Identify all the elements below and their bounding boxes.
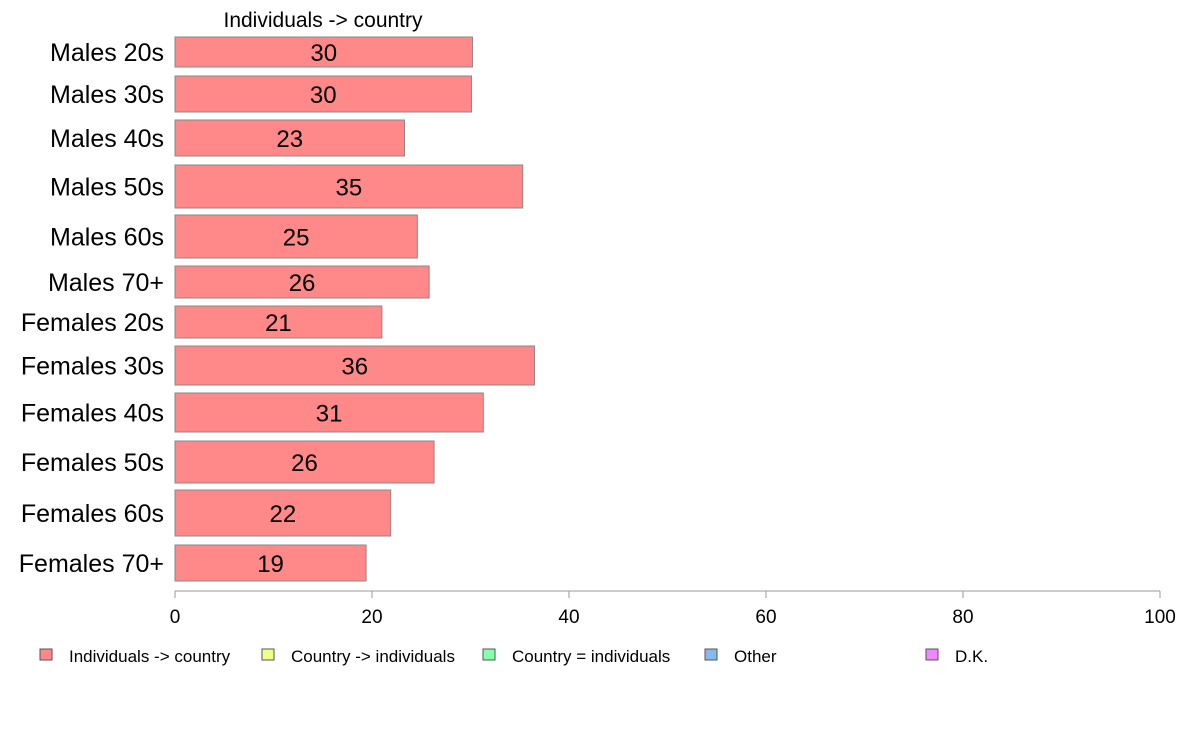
- bar: [174, 214, 418, 259]
- legend-swatch: [39, 648, 53, 661]
- category-label: Females 40s: [21, 400, 164, 428]
- bar-value-label: 30: [310, 40, 337, 67]
- x-tick-label: 0: [170, 607, 181, 628]
- category-label: Females 60s: [21, 500, 164, 528]
- legend-swatch: [925, 648, 939, 661]
- category-label: Males 40s: [50, 125, 164, 153]
- legend-label: Individuals -> country: [69, 647, 231, 666]
- category-label: Males 30s: [50, 81, 164, 109]
- category-label: Females 20s: [21, 309, 164, 337]
- x-tick-label: 40: [558, 607, 579, 628]
- bar-value-label: 22: [270, 501, 297, 528]
- bar-value-label: 25: [283, 225, 310, 252]
- bar-value-label: 35: [336, 175, 363, 202]
- category-label: Females 30s: [21, 353, 164, 381]
- x-tick-label: 20: [361, 607, 382, 628]
- legend-label: Country = individuals: [512, 647, 670, 666]
- x-tick-label: 80: [952, 607, 973, 628]
- x-tick-label: 100: [1144, 607, 1176, 628]
- category-label: Males 70+: [48, 269, 164, 297]
- bar: [174, 440, 435, 484]
- bar: [174, 265, 430, 299]
- bar-value-label: 23: [276, 126, 303, 153]
- legend-swatch: [482, 648, 496, 661]
- bar: [174, 305, 383, 339]
- legend-label: D.K.: [955, 647, 988, 666]
- legend-label: Country -> individuals: [291, 647, 455, 666]
- category-label: Females 50s: [21, 449, 164, 477]
- category-label: Females 70+: [19, 550, 164, 578]
- bar: [174, 119, 406, 157]
- legend: Individuals -> country Country -> individ…: [39, 647, 988, 666]
- legend-swatch: [261, 648, 275, 661]
- chart-title: Individuals -> country: [223, 9, 423, 32]
- bar-value-label: 31: [316, 401, 343, 428]
- bar-value-label: 26: [291, 450, 318, 477]
- bar: [174, 392, 484, 433]
- bar: [174, 489, 392, 537]
- bar: [174, 36, 473, 68]
- bar-value-label: 30: [310, 82, 337, 109]
- legend-swatch: [704, 648, 718, 661]
- bar-value-label: 21: [265, 310, 292, 337]
- bars-group: Males 20s 30 Males 30s 30 Males 40s 23 Males 5…: [19, 36, 536, 582]
- bar-value-label: 26: [289, 270, 316, 297]
- bar-value-label: 19: [257, 551, 284, 578]
- bar: [174, 164, 524, 209]
- category-label: Males 60s: [50, 224, 164, 252]
- x-axis: 0 20 40 60 80 100: [170, 590, 1176, 628]
- bar: [174, 75, 472, 113]
- category-label: Males 20s: [50, 39, 164, 67]
- x-tick-label: 60: [755, 607, 776, 628]
- legend-label: Other: [734, 647, 777, 666]
- bar-value-label: 36: [341, 354, 368, 381]
- bar: [174, 345, 536, 386]
- category-label: Males 50s: [50, 174, 164, 202]
- bar: [174, 544, 367, 582]
